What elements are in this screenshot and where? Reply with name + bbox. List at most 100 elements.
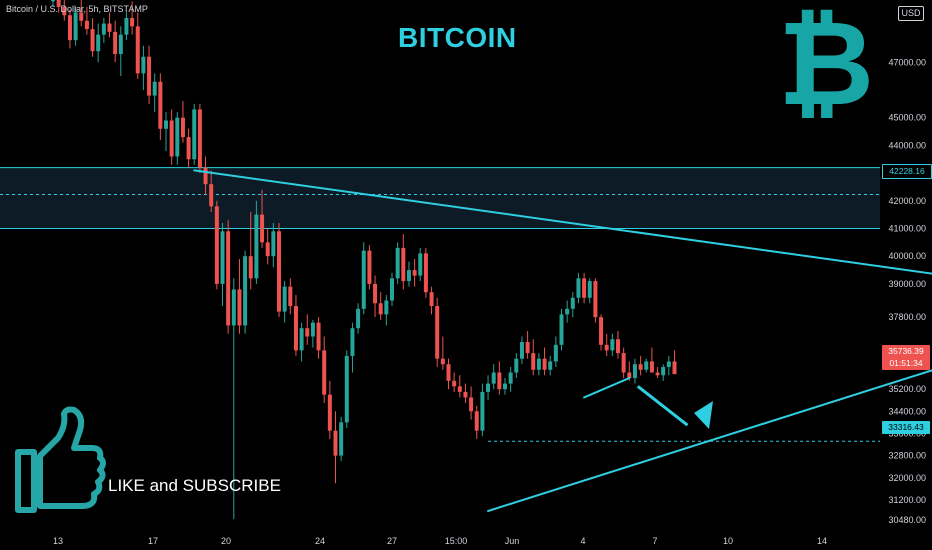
candle-body — [616, 339, 620, 354]
candle-body — [175, 117, 180, 157]
candle-body — [480, 391, 485, 431]
candle-body — [474, 411, 479, 431]
candle-body — [333, 430, 338, 456]
x-tick-label: Jun — [505, 536, 520, 546]
candle-body — [305, 328, 310, 337]
candle-body — [282, 286, 287, 312]
candle-body — [356, 308, 361, 329]
like-subscribe-text: LIKE and SUBSCRIBE — [108, 476, 281, 495]
currency-badge[interactable]: USD — [898, 6, 924, 21]
candle-body — [672, 361, 677, 375]
y-tick-label: 32000.00 — [888, 473, 926, 483]
candle-body — [497, 372, 502, 390]
x-tick-label: 4 — [580, 536, 585, 546]
candle-body — [237, 289, 242, 326]
x-tick-label: 14 — [817, 536, 827, 546]
candle-body — [135, 26, 140, 74]
candle-body — [197, 109, 202, 168]
candle-body — [277, 231, 281, 312]
candle-body — [73, 12, 78, 41]
candle-body — [553, 344, 558, 362]
candle-body — [632, 364, 637, 379]
candle-body — [463, 391, 468, 398]
candle-body — [67, 15, 72, 41]
candle-body — [164, 120, 168, 129]
candle-body — [62, 6, 67, 16]
y-tick-label: 40000.00 — [888, 251, 926, 261]
candle-body — [101, 23, 106, 35]
candle-body — [644, 361, 649, 370]
x-tick-label: 10 — [723, 536, 733, 546]
candle-body — [604, 344, 609, 351]
candle-body — [503, 383, 507, 390]
thumbs-up-icon — [15, 406, 106, 513]
candle-body — [310, 322, 315, 337]
candle-body — [457, 386, 462, 392]
candle-body — [440, 358, 445, 365]
candle-body — [248, 256, 253, 279]
bar-countdown-tag: 01:51:34 — [882, 357, 930, 370]
x-tick-label: 7 — [652, 536, 657, 546]
candle-body — [226, 231, 231, 326]
candle-body — [147, 56, 152, 96]
y-tick-label: 44000.00 — [888, 140, 926, 150]
candle-body — [243, 256, 248, 326]
x-tick-label: 27 — [387, 536, 397, 546]
candle-body — [378, 303, 383, 315]
candle-body — [610, 339, 615, 351]
candle-body — [570, 297, 575, 309]
x-tick-label: 15:00 — [445, 536, 468, 546]
candle-body — [271, 231, 276, 257]
candle-body — [96, 34, 101, 52]
candle-body — [655, 372, 660, 376]
candle-body — [192, 109, 197, 160]
candle-body — [214, 206, 219, 284]
y-tick-label: 37800.00 — [888, 312, 926, 322]
y-tick-label: 42000.00 — [888, 196, 926, 206]
candle-body — [254, 214, 259, 279]
y-tick-label: 45000.00 — [888, 113, 926, 123]
candle-body — [638, 364, 643, 370]
candle-body — [435, 306, 440, 359]
x-tick-label: 20 — [221, 536, 231, 546]
y-tick-label: 34400.00 — [888, 406, 926, 416]
candle-body — [367, 250, 372, 284]
candle-body — [373, 283, 378, 304]
candle-body — [130, 18, 135, 27]
candle-body — [113, 31, 118, 55]
candle-body — [288, 286, 293, 307]
candle-body — [531, 353, 536, 370]
candle-body — [666, 361, 671, 367]
candle-body — [169, 120, 174, 157]
y-tick-label: 41000.00 — [888, 223, 926, 233]
candle-body — [548, 361, 553, 370]
target-arrow-shaft — [636, 385, 689, 427]
candle-body — [486, 383, 491, 392]
ascending-trendline — [487, 369, 932, 512]
candle-body — [316, 322, 321, 351]
candle-body — [361, 250, 366, 309]
candle-body — [180, 117, 185, 138]
candle-body — [51, 0, 55, 2]
candle-body — [220, 231, 225, 284]
target-price-tag: 33316.43 — [882, 421, 930, 434]
resistance-zone — [0, 167, 880, 229]
candle-body — [158, 81, 163, 129]
x-tick-label: 17 — [148, 536, 158, 546]
symbol-title: Bitcoin / U.S. Dollar, 5h, BITSTAMP — [6, 4, 148, 14]
candle-body — [599, 317, 604, 345]
candle-body — [582, 278, 587, 298]
candle-body — [452, 380, 457, 387]
candle-body — [299, 328, 304, 351]
candle-body — [514, 358, 519, 373]
candle-body — [56, 0, 61, 7]
thumb-hand — [37, 406, 106, 509]
candle-body — [661, 366, 666, 376]
candle-body — [293, 306, 298, 351]
candle-body — [446, 364, 451, 381]
y-tick-label: 31200.00 — [888, 495, 926, 505]
y-tick-label: 47000.00 — [888, 57, 926, 67]
bitcoin-glyph: ₿ — [778, 0, 874, 132]
candle-body — [384, 300, 389, 315]
